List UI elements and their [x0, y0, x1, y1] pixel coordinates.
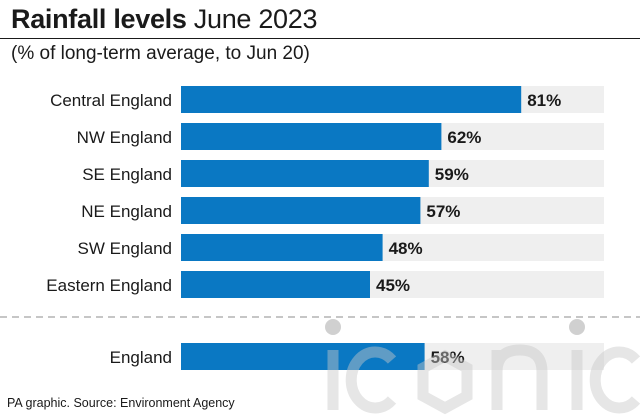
bar-3-bar	[181, 160, 429, 187]
bar-2-bar	[181, 123, 442, 150]
bar-5-value-label: 48%	[389, 239, 423, 258]
bar-3-category-label: SE England	[82, 165, 172, 184]
bar-5-category-label: SW England	[78, 239, 173, 258]
source-note: PA graphic. Source: Environment Agency	[7, 396, 235, 410]
title-rest: June 2023	[186, 4, 318, 34]
title-divider	[0, 38, 640, 39]
bar-3-value-label: 59%	[435, 165, 469, 184]
bar-1-bar	[181, 86, 522, 113]
bar-1-value-label: 81%	[527, 91, 561, 110]
bar-2-value-label: 62%	[447, 128, 481, 147]
bar-4-category-label: NE England	[81, 202, 172, 221]
bar-total-bar	[181, 343, 425, 370]
bar-6-category-label: Eastern England	[46, 276, 172, 295]
bar-4-value-label: 57%	[426, 202, 460, 221]
bar-1-category-label: Central England	[50, 91, 172, 110]
bar-5-bar	[181, 234, 383, 261]
bar-total-value-label: 58%	[431, 348, 465, 367]
bar-2-category-label: NW England	[77, 128, 172, 147]
bar-4-bar	[181, 197, 421, 224]
chart-subtitle: (% of long-term average, to Jun 20)	[11, 43, 310, 64]
bar-6-value-label: 45%	[376, 276, 410, 295]
chart-title: Rainfall levels June 2023	[11, 3, 318, 35]
watermark-text: iconic	[0, 0, 3, 1]
title-bold: Rainfall levels	[11, 4, 187, 34]
bar-6-bar	[181, 271, 370, 298]
bar-total-category-label: England	[110, 348, 172, 367]
